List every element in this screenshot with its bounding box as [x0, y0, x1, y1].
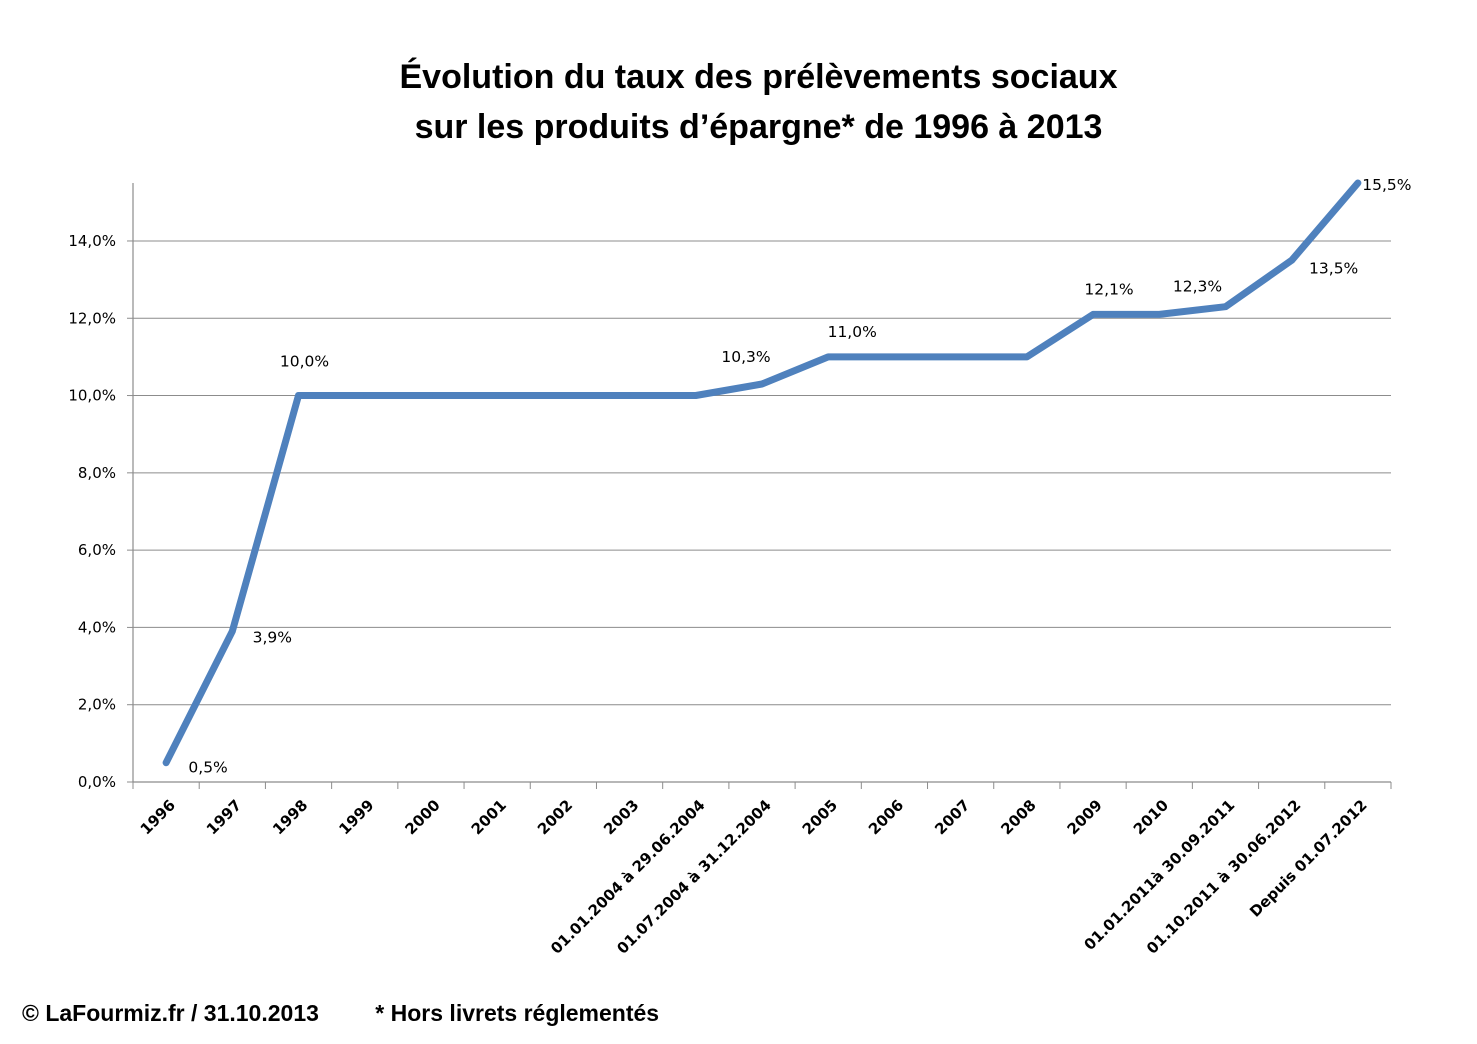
x-tick-label: 2008 — [997, 796, 1039, 838]
x-tick-label: 1999 — [335, 796, 377, 838]
x-tick-label: 1997 — [203, 796, 245, 838]
footer-copyright: © LaFourmiz.fr / 31.10.2013 — [22, 1000, 319, 1026]
y-tick-label: 0,0% — [78, 773, 116, 791]
y-axis-tick-labels: 0,0% 2,0% 4,0% 6,0% 8,0% 10,0% 12,0% 14,0% — [68, 232, 116, 791]
data-label: 11,0% — [828, 323, 877, 341]
footer-note: * Hors livrets réglementés — [375, 1000, 660, 1026]
y-tick-label: 8,0% — [78, 464, 116, 482]
data-point — [628, 394, 632, 398]
data-label: 10,0% — [280, 353, 329, 371]
x-tick-label: 2001 — [468, 796, 510, 838]
data-point — [297, 394, 301, 398]
data-point — [826, 355, 830, 359]
data-point — [694, 394, 698, 398]
data-point — [561, 394, 565, 398]
x-tick-label: Depuis 01.07.2012 — [1246, 796, 1371, 921]
chart-title-line-1: Évolution du taux des prélèvements socia… — [399, 58, 1118, 96]
x-tick-label: 1996 — [137, 796, 179, 838]
series — [162, 179, 1362, 767]
data-point — [1356, 181, 1360, 185]
y-tick-label: 6,0% — [78, 541, 116, 559]
data-point — [1157, 312, 1161, 316]
data-labels: 0,5% 3,9% 10,0% 10,3% 11,0% 12,1% 12,3% 13,5% 15… — [188, 176, 1411, 777]
y-tick-label: 4,0% — [78, 618, 116, 636]
data-point — [959, 355, 963, 359]
x-tick-label: 2002 — [534, 796, 576, 838]
data-label: 0,5% — [188, 759, 227, 777]
data-point — [1091, 312, 1095, 316]
x-tick-label: 1998 — [269, 796, 311, 838]
axes — [127, 183, 1392, 789]
data-label: 13,5% — [1309, 259, 1358, 277]
data-label: 3,9% — [253, 628, 292, 646]
y-tick-label: 2,0% — [78, 696, 116, 714]
data-point — [1223, 305, 1227, 309]
data-point — [363, 394, 367, 398]
data-label: 12,1% — [1084, 280, 1133, 298]
data-label: 12,3% — [1173, 278, 1222, 296]
x-tick-label: 2006 — [865, 796, 907, 838]
data-point — [429, 394, 433, 398]
data-point — [1290, 258, 1294, 262]
y-tick-label: 12,0% — [68, 309, 116, 327]
chart-title-line-2: sur les produits d’épargne* de 1996 à 20… — [414, 108, 1103, 146]
x-axis-tick-labels: 1996 1997 1998 1999 2000 2001 2002 200301.01.20… — [137, 796, 1371, 957]
data-label: 15,5% — [1362, 176, 1411, 194]
data-point — [760, 382, 764, 386]
line-chart: 0,0% 2,0% 4,0% 6,0% 8,0% 10,0% 12,0% 14,0% 1996… — [68, 176, 1411, 958]
data-point — [892, 355, 896, 359]
data-point — [495, 394, 499, 398]
data-point — [230, 629, 234, 633]
x-tick-label: 2010 — [1130, 796, 1172, 838]
data-label: 10,3% — [721, 348, 770, 366]
x-tick-label: 2007 — [931, 796, 973, 838]
data-point — [164, 761, 168, 765]
footer: © LaFourmiz.fr / 31.10.2013 * Hors livre… — [22, 1000, 659, 1027]
data-point — [1025, 355, 1029, 359]
x-tick-label: 2009 — [1064, 796, 1106, 838]
x-tick-label: 2005 — [799, 796, 841, 838]
chart-title: Évolution du taux des prélèvements socia… — [0, 52, 1477, 152]
y-tick-label: 10,0% — [68, 387, 116, 405]
x-tick-label: 2000 — [402, 796, 444, 838]
y-tick-label: 14,0% — [68, 232, 116, 250]
x-tick-label: 2003 — [600, 796, 642, 838]
